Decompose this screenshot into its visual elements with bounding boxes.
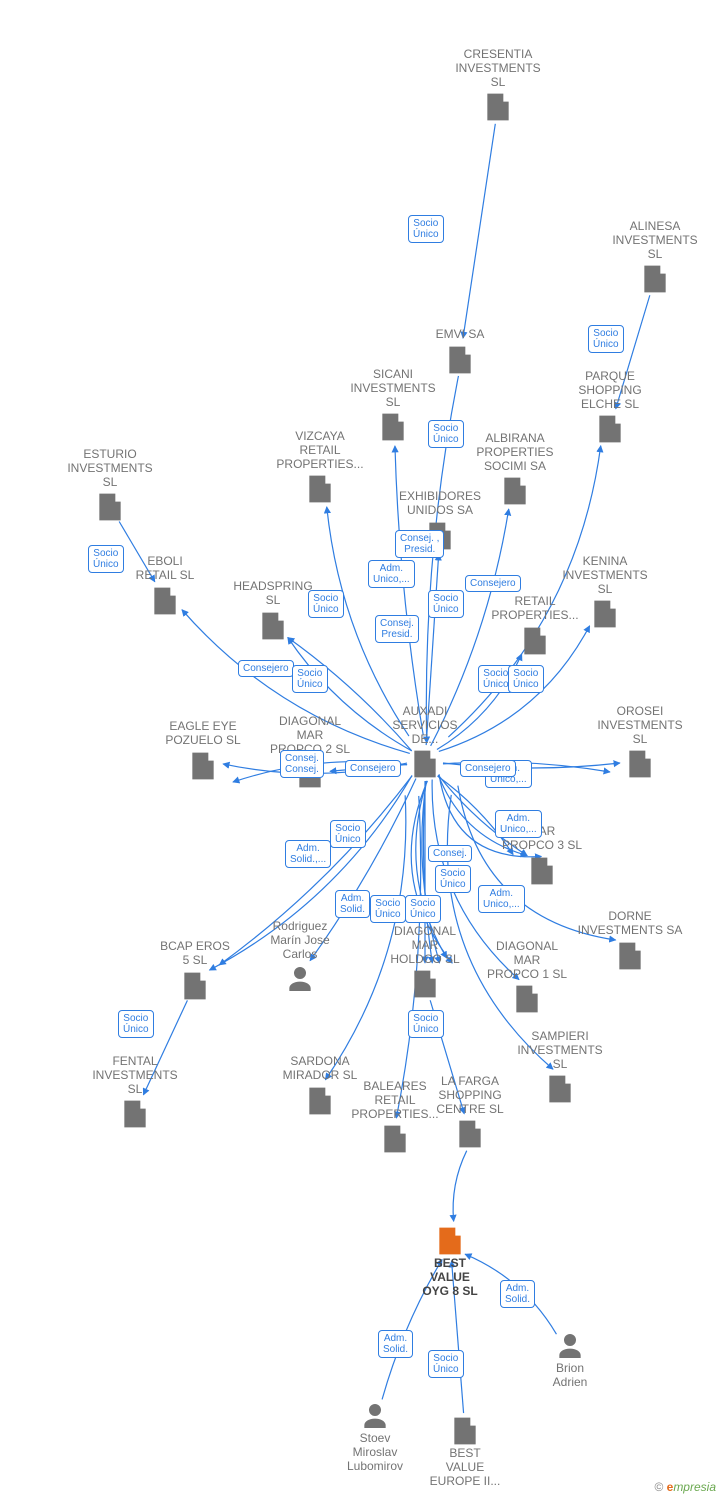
node-bveurope[interactable]: BEST VALUE EUROPE II... xyxy=(415,1415,515,1490)
node-label: KENINA INVESTMENTS SL xyxy=(545,555,665,596)
node-label: FENTAL INVESTMENTS SL xyxy=(75,1055,195,1096)
edge-label: Adm. Solid. xyxy=(500,1280,535,1308)
node-diagholdco[interactable]: DIAGONAL MAR HOLDCO SL xyxy=(370,925,480,1000)
edge-label: Consej. Presid. xyxy=(375,615,419,643)
edge-label: Adm. Unico,... xyxy=(368,560,415,588)
edge-label: Adm. Solid.,... xyxy=(285,840,331,868)
edge-label: Consejero xyxy=(465,575,521,592)
node-label: ALINESA INVESTMENTS SL xyxy=(595,220,715,261)
edge-label: Socio Único xyxy=(408,1010,444,1038)
node-label: EMVI SA xyxy=(420,328,500,342)
node-label: BEST VALUE EUROPE II... xyxy=(415,1447,515,1488)
node-vizcaya[interactable]: VIZCAYA RETAIL PROPERTIES... xyxy=(265,430,375,505)
node-rodriguez[interactable]: Rodriguez Marín Jose Carlos xyxy=(245,920,355,995)
node-label: BCAP EROS 5 SL xyxy=(140,940,250,968)
node-retailprop[interactable]: RETAIL PROPERTIES... xyxy=(475,595,595,657)
edge-label: Socio Único xyxy=(308,590,344,618)
node-label: EAGLE EYE POZUELO SL xyxy=(148,720,258,748)
edge-label: Consej. , Presid. xyxy=(395,530,444,558)
node-brion[interactable]: Brion Adrien xyxy=(530,1330,610,1392)
edge-label: Adm. Unico,... xyxy=(495,810,542,838)
node-label: RETAIL PROPERTIES... xyxy=(475,595,595,623)
node-label: SICANI INVESTMENTS SL xyxy=(338,368,448,409)
node-label: Stoev Miroslav Lubomirov xyxy=(325,1432,425,1473)
node-label: CRESENTIA INVESTMENTS SL xyxy=(438,48,558,89)
node-label: VIZCAYA RETAIL PROPERTIES... xyxy=(265,430,375,471)
network-canvas: CRESENTIA INVESTMENTS SL ALINESA INVESTME… xyxy=(0,0,728,1500)
node-label: ESTURIO INVESTMENTS SL xyxy=(50,448,170,489)
node-label: SAMPIERI INVESTMENTS SL xyxy=(500,1030,620,1071)
edge-cresentia-emvi xyxy=(463,124,495,338)
node-bcap[interactable]: BCAP EROS 5 SL xyxy=(140,940,250,1002)
edge-label: Socio Único xyxy=(370,895,406,923)
node-dorne[interactable]: DORNE INVESTMENTS SA xyxy=(560,910,700,972)
edge-label: Adm. Solid. xyxy=(378,1330,413,1358)
node-fental[interactable]: FENTAL INVESTMENTS SL xyxy=(75,1055,195,1130)
edge-label: Adm. Unico,... xyxy=(478,885,525,913)
node-orosei[interactable]: OROSEI INVESTMENTS SL xyxy=(580,705,700,780)
edge-label: Socio Único xyxy=(405,895,441,923)
node-cresentia[interactable]: CRESENTIA INVESTMENTS SL xyxy=(438,48,558,123)
edge-label: Socio Único xyxy=(408,215,444,243)
node-label: EBOLI RETAIL SL xyxy=(115,555,215,583)
edge-label: Socio Único xyxy=(292,665,328,693)
edge-label: Adm. Solid. xyxy=(335,890,370,918)
node-parque[interactable]: PARQUE SHOPPING ELCHE SL xyxy=(555,370,665,445)
edge-label: Socio Único xyxy=(588,325,624,353)
node-label: Rodriguez Marín Jose Carlos xyxy=(245,920,355,961)
node-label: EXHIBIDORES UNIDOS SA xyxy=(380,490,500,518)
node-label: AUXADI SERVICIOS DE... xyxy=(370,705,480,746)
node-label: PARQUE SHOPPING ELCHE SL xyxy=(555,370,665,411)
edge-label: Socio Único xyxy=(428,590,464,618)
node-label: DORNE INVESTMENTS SA xyxy=(560,910,700,938)
node-label: ALBIRANA PROPERTIES SOCIMI SA xyxy=(460,432,570,473)
edge-lafarga-bestvalue xyxy=(453,1151,467,1222)
edge-label: Socio Único xyxy=(508,665,544,693)
node-label: Brion Adrien xyxy=(530,1362,610,1390)
edge-label: Consej. xyxy=(428,845,472,862)
node-label: SARDONA MIRADOR SL xyxy=(260,1055,380,1083)
edge-label: Consejero xyxy=(345,760,401,777)
node-label: DIAGONAL MAR HOLDCO SL xyxy=(370,925,480,966)
edge-label: Consej. Consej. xyxy=(280,750,324,778)
edge-label: Consejero xyxy=(238,660,294,677)
node-label: OROSEI INVESTMENTS SL xyxy=(580,705,700,746)
node-sampieri[interactable]: SAMPIERI INVESTMENTS SL xyxy=(500,1030,620,1105)
node-label: BEST VALUE OYG 8 SL xyxy=(400,1257,500,1298)
node-stoev[interactable]: Stoev Miroslav Lubomirov xyxy=(325,1400,425,1475)
node-esturio[interactable]: ESTURIO INVESTMENTS SL xyxy=(50,448,170,523)
edge-label: Socio Único xyxy=(428,1350,464,1378)
edge-label: Socio Único xyxy=(435,865,471,893)
node-eboli[interactable]: EBOLI RETAIL SL xyxy=(115,555,215,617)
node-eagle[interactable]: EAGLE EYE POZUELO SL xyxy=(148,720,258,782)
edge-label: Socio Único xyxy=(428,420,464,448)
edge-label: Socio Único xyxy=(118,1010,154,1038)
node-alinesa[interactable]: ALINESA INVESTMENTS SL xyxy=(595,220,715,295)
node-bestvalue[interactable]: BEST VALUE OYG 8 SL xyxy=(400,1225,500,1300)
edge-label: Consejero xyxy=(460,760,516,777)
edge-label: Socio Único xyxy=(330,820,366,848)
edge-label: Socio Único xyxy=(88,545,124,573)
